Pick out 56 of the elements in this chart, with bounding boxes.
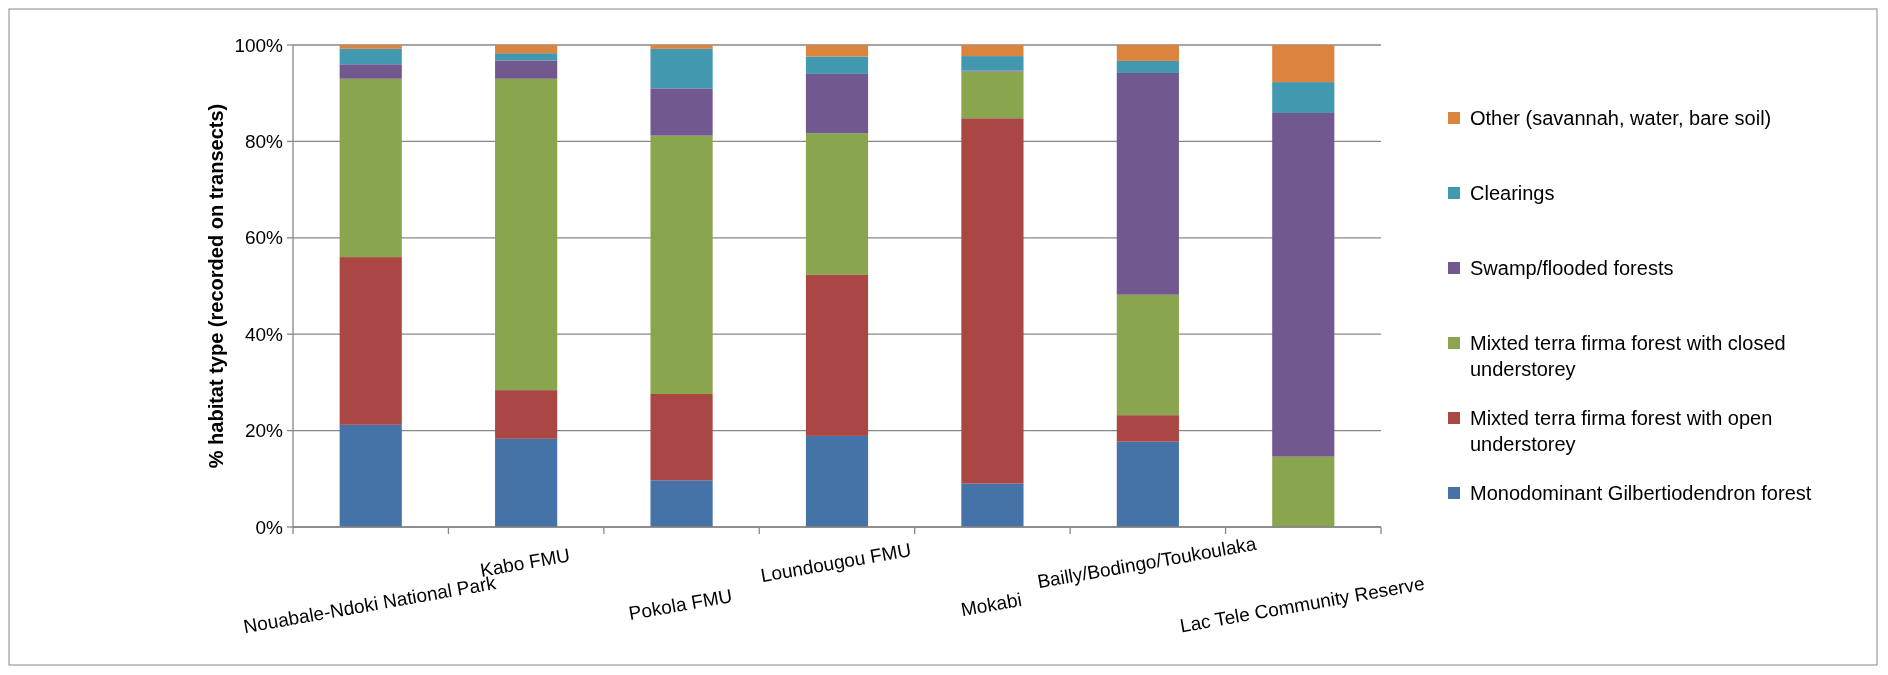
- bar: [339, 64, 402, 79]
- bar: [961, 483, 1024, 527]
- bar: [961, 118, 1024, 484]
- bar: [339, 424, 402, 527]
- bar: [650, 45, 713, 49]
- legend-label: Clearings: [1470, 182, 1555, 204]
- y-tick-label: 40%: [244, 323, 284, 345]
- bar: [805, 45, 869, 57]
- legend-label: Monodominant Gilbertiodendron forest: [1470, 482, 1812, 504]
- bar: [650, 480, 713, 527]
- y-tick-label: 80%: [244, 131, 284, 153]
- y-tick-label: 0%: [255, 516, 284, 538]
- legend-label: Swamp/flooded forests: [1470, 257, 1674, 279]
- bar: [1272, 45, 1335, 83]
- bar: [1272, 456, 1335, 527]
- bar: [1272, 82, 1335, 113]
- bar: [961, 56, 1024, 71]
- bar: [495, 45, 558, 54]
- bar: [1116, 72, 1179, 295]
- bar: [805, 274, 869, 436]
- bar: [1116, 415, 1179, 442]
- bar: [495, 390, 558, 439]
- bar: [339, 45, 402, 49]
- bar: [1116, 60, 1179, 73]
- bar: [495, 60, 558, 79]
- bar: [961, 45, 1024, 57]
- legend-label: Other (savannah, water, bare soil): [1470, 107, 1772, 129]
- legend-label: Mixted terra firma forest with open understorey: [1470, 407, 1773, 455]
- bar: [650, 48, 713, 89]
- x-tick-label: Pokola FMU: [627, 585, 734, 625]
- x-tick-label: Mokabi: [959, 588, 1024, 621]
- bar: [805, 73, 869, 134]
- bar: [339, 78, 402, 258]
- bar: [805, 435, 869, 527]
- bar: [495, 53, 558, 61]
- bar: [1116, 441, 1179, 527]
- legend-label: Mixted terra firma forest with closed understorey: [1470, 332, 1786, 380]
- bar: [495, 78, 558, 391]
- x-tick-label: Loundougou FMU: [759, 539, 913, 587]
- bar: [1116, 294, 1179, 416]
- bar: [339, 48, 402, 65]
- bar: [339, 257, 402, 425]
- y-axis-title: % habitat type (recorded on transects): [205, 103, 227, 469]
- bar: [961, 71, 1024, 119]
- bar: [650, 88, 713, 136]
- x-tick-label: Lac Tele Community Reserve: [1178, 572, 1426, 637]
- bar: [1272, 112, 1335, 457]
- y-tick-label: 20%: [244, 420, 284, 442]
- bar: [495, 438, 558, 527]
- bar: [650, 393, 713, 481]
- bar: [805, 56, 869, 74]
- bar: [650, 135, 713, 394]
- y-tick-label: 100%: [234, 34, 284, 56]
- bar: [1116, 45, 1179, 61]
- y-tick-label: 60%: [244, 227, 284, 249]
- bar: [805, 133, 869, 275]
